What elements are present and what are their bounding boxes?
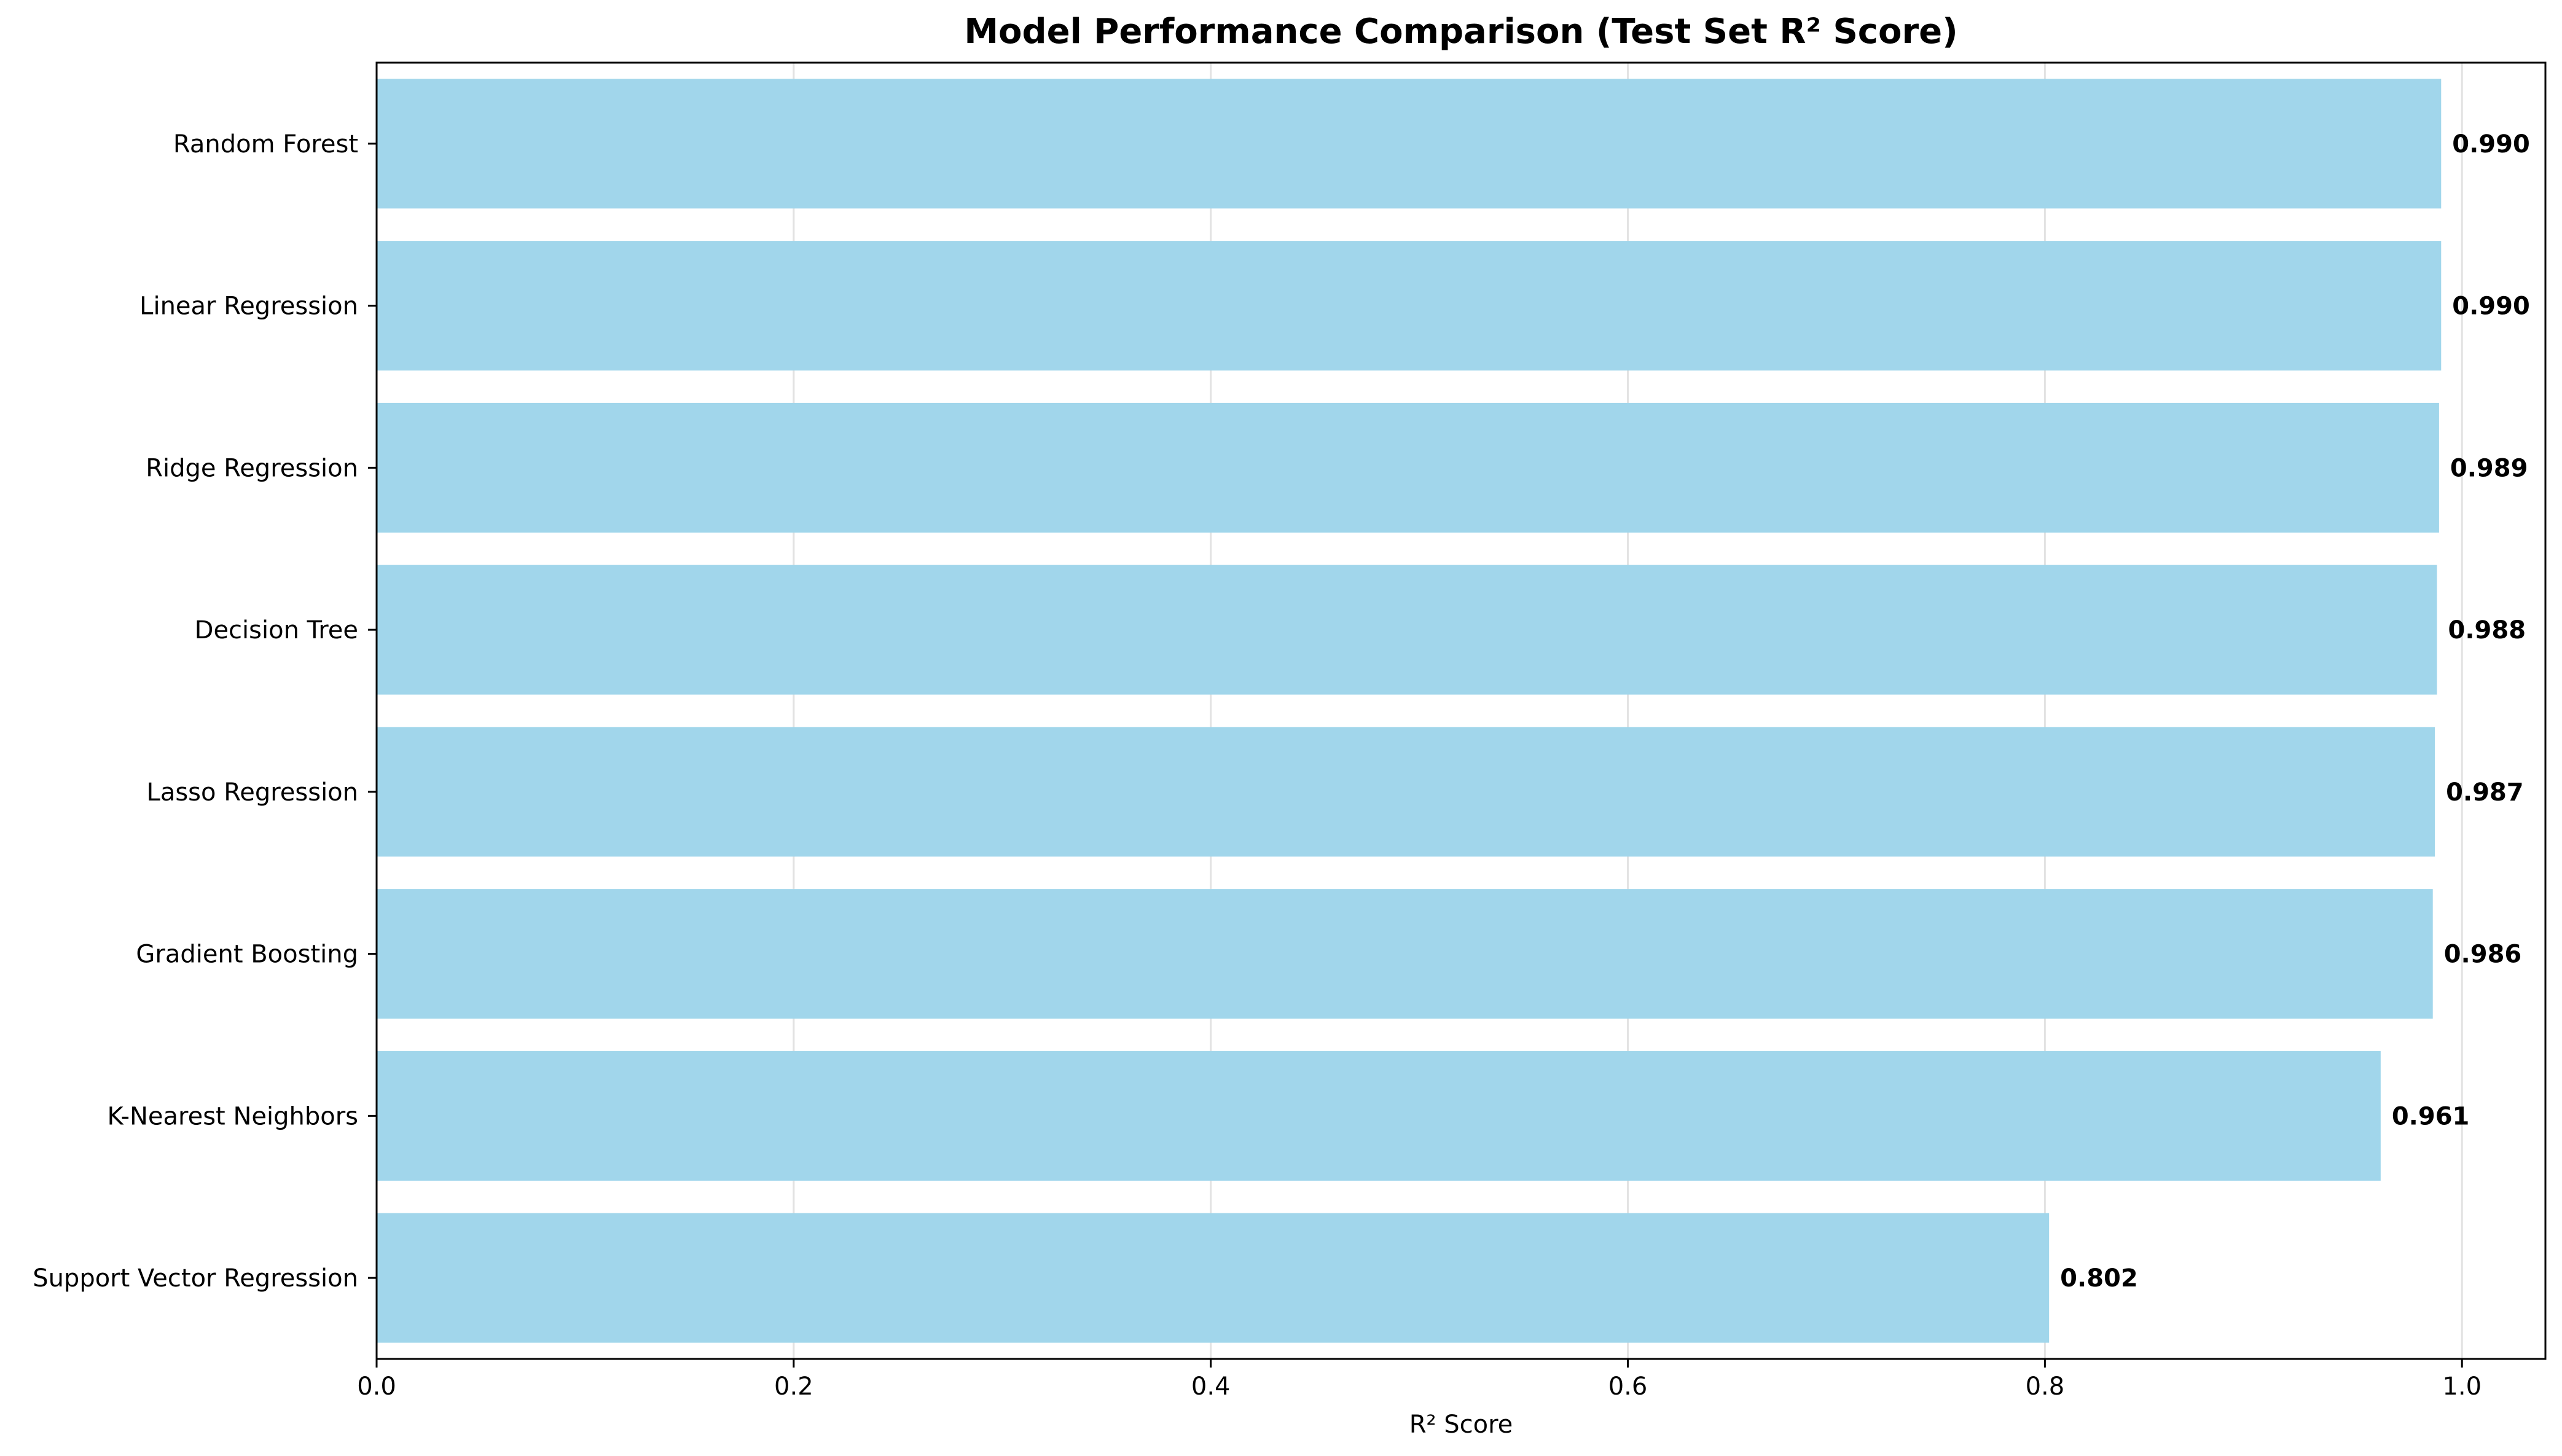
bar-value-label: 0.961 (2392, 1102, 2470, 1130)
x-tick-label: 0.4 (1191, 1372, 1231, 1401)
bar (377, 1213, 2050, 1343)
bar (377, 889, 2433, 1019)
bar-value-label: 0.989 (2450, 454, 2528, 482)
chart-title: Model Performance Comparison (Test Set R… (964, 12, 1957, 52)
bar (377, 727, 2435, 857)
bar-value-label: 0.988 (2448, 616, 2526, 644)
y-tick-label: Decision Tree (195, 616, 358, 644)
y-tick-label: Gradient Boosting (136, 941, 358, 969)
x-axis-label: R² Score (1409, 1411, 1513, 1439)
y-tick-label: Support Vector Regression (33, 1264, 358, 1293)
bar (377, 241, 2442, 371)
bar (377, 565, 2437, 695)
y-tick-label: Lasso Regression (147, 778, 358, 807)
bar (377, 402, 2439, 533)
bar-value-label: 0.802 (2060, 1264, 2138, 1293)
x-tick-label: 0.2 (774, 1372, 813, 1401)
x-tick-label: 0.0 (357, 1372, 396, 1401)
x-tick-label: 0.8 (2026, 1372, 2065, 1401)
bar (377, 79, 2442, 209)
y-tick-label: Ridge Regression (146, 454, 358, 482)
bar-value-label: 0.990 (2452, 292, 2530, 321)
bar-value-label: 0.987 (2446, 778, 2524, 807)
y-tick-label: K-Nearest Neighbors (108, 1102, 358, 1130)
plot-frame (375, 61, 2547, 1360)
x-ticks: 0.0 0.2 0.4 0.6 0.8 1.0 (357, 1359, 2482, 1401)
x-tick-label: 0.6 (1608, 1372, 1648, 1401)
y-tick-labels: Random Forest Linear Regression Ridge Regr… (33, 130, 377, 1293)
x-tick-label: 1.0 (2442, 1372, 2482, 1401)
bar-value-label: 0.986 (2444, 941, 2522, 969)
bar-value-label: 0.990 (2452, 130, 2530, 159)
bars: 0.990 0.990 0.989 0.988 0.987 0.986 0.961 0.802 (377, 79, 2530, 1343)
y-tick-label: Linear Regression (139, 292, 358, 321)
bar (377, 1051, 2381, 1181)
y-tick-label: Random Forest (173, 130, 358, 159)
